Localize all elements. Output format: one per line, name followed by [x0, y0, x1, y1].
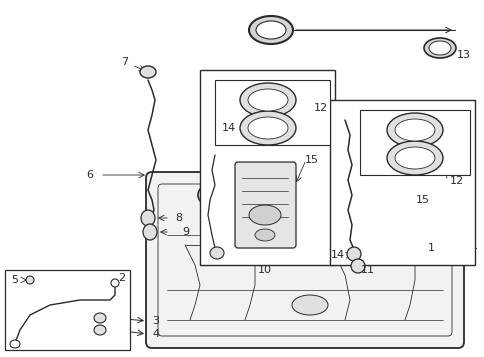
Ellipse shape	[111, 279, 119, 287]
Ellipse shape	[141, 210, 155, 226]
Ellipse shape	[140, 66, 156, 78]
Ellipse shape	[394, 119, 434, 141]
Bar	[5, 270, 130, 350]
Ellipse shape	[247, 117, 287, 139]
Ellipse shape	[143, 224, 157, 240]
Ellipse shape	[212, 202, 227, 212]
Text: 4: 4	[151, 329, 159, 339]
Text: 14: 14	[330, 250, 344, 260]
Ellipse shape	[210, 247, 224, 259]
FancyBboxPatch shape	[146, 172, 463, 348]
Ellipse shape	[386, 141, 442, 175]
Ellipse shape	[366, 222, 382, 232]
Ellipse shape	[248, 16, 292, 44]
Ellipse shape	[346, 247, 360, 261]
Bar	[199, 70, 334, 265]
Bar	[214, 80, 329, 145]
Text: 2: 2	[118, 273, 125, 283]
Ellipse shape	[359, 206, 389, 224]
Ellipse shape	[350, 259, 364, 273]
Ellipse shape	[247, 89, 287, 111]
Text: 7: 7	[121, 57, 128, 67]
Text: 12: 12	[449, 176, 463, 186]
Ellipse shape	[256, 21, 286, 39]
Ellipse shape	[240, 111, 295, 145]
Bar	[329, 100, 474, 265]
Text: 9: 9	[182, 227, 189, 237]
Text: 14: 14	[222, 123, 236, 133]
Ellipse shape	[26, 276, 34, 284]
Ellipse shape	[255, 229, 274, 241]
Text: 13: 13	[456, 50, 470, 60]
Text: 5: 5	[11, 275, 18, 285]
Ellipse shape	[291, 295, 327, 315]
Text: 10: 10	[257, 265, 272, 275]
Ellipse shape	[394, 147, 434, 169]
Ellipse shape	[386, 113, 442, 147]
Ellipse shape	[94, 313, 106, 323]
Text: 11: 11	[360, 265, 374, 275]
Ellipse shape	[423, 38, 455, 58]
Ellipse shape	[240, 83, 295, 117]
FancyBboxPatch shape	[235, 162, 295, 248]
Ellipse shape	[428, 41, 450, 55]
Ellipse shape	[197, 181, 242, 209]
Text: 3: 3	[151, 316, 159, 326]
Bar	[359, 110, 469, 175]
Text: 12: 12	[313, 103, 328, 113]
Ellipse shape	[94, 325, 106, 335]
Text: 1: 1	[427, 243, 434, 253]
Text: 15: 15	[304, 155, 318, 165]
Text: 6: 6	[86, 170, 93, 180]
Ellipse shape	[205, 186, 235, 204]
Ellipse shape	[248, 205, 280, 225]
Ellipse shape	[10, 340, 20, 348]
Text: 15: 15	[415, 195, 429, 205]
Text: 8: 8	[175, 213, 182, 223]
Ellipse shape	[352, 201, 396, 229]
